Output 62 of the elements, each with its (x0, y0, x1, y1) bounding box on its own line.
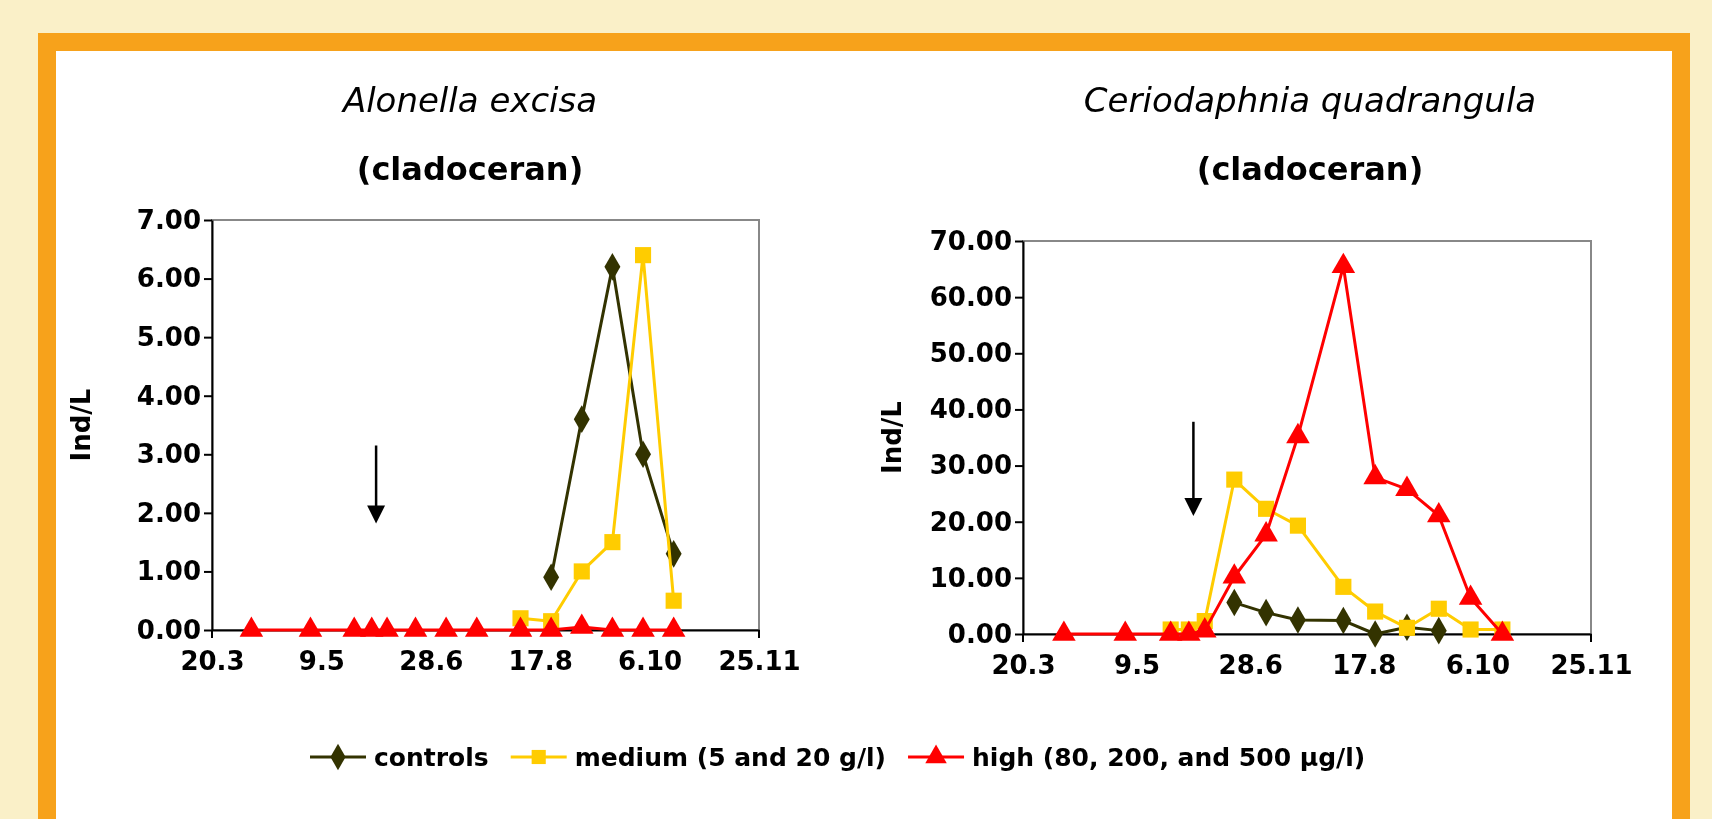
x-tick-label: 17.8 (508, 646, 573, 677)
y-tick-label: 30.00 (929, 450, 1012, 481)
point (661, 616, 686, 637)
point (570, 613, 594, 634)
point (1462, 621, 1479, 638)
point (634, 247, 652, 264)
point (434, 616, 458, 637)
y-tick-label: 4.00 (136, 380, 201, 411)
y-tick-label: 40.00 (929, 394, 1012, 425)
y-tick-label: 2.00 (136, 497, 201, 528)
x-tick-label: 28.6 (399, 646, 464, 677)
x-tick-label: 20.3 (180, 646, 245, 677)
point (1258, 500, 1275, 517)
legend-label: medium (5 and 20 g/l) (574, 743, 887, 772)
legend-label: high (80, 200, and 500 µg/l) (972, 743, 1366, 772)
x-tick-label: 17.8 (1332, 650, 1397, 681)
point (539, 616, 563, 637)
y-tick-label: 5.00 (136, 321, 201, 352)
y-tick-label: 0.00 (947, 618, 1012, 649)
y-axis-title: Ind/L (66, 388, 96, 462)
point (375, 616, 399, 637)
point (631, 616, 655, 637)
x-tick-label: 6.10 (1445, 650, 1510, 681)
point (298, 616, 323, 637)
point (1367, 603, 1384, 620)
chart-title: Ceriodaphnia quadrangula (1083, 80, 1537, 120)
point (1286, 422, 1310, 444)
x-tick-label: 9.5 (1114, 650, 1161, 681)
legend-label: controls (374, 743, 489, 772)
chart-subtitle: (cladoceran) (1196, 150, 1424, 188)
y-tick-label: 7.00 (136, 204, 201, 235)
point (1331, 252, 1356, 274)
point (1363, 463, 1387, 485)
x-tick-label: 9.5 (298, 646, 345, 677)
y-tick-label: 10.00 (929, 562, 1012, 593)
chart-title: Alonella excisa (340, 80, 598, 120)
point (1335, 578, 1352, 595)
y-tick-label: 0.00 (136, 614, 201, 645)
y-tick-label: 60.00 (929, 281, 1012, 312)
x-tick-label: 25.11 (718, 646, 801, 677)
point (1226, 471, 1243, 488)
x-tick-label: 28.6 (1218, 650, 1283, 681)
point (464, 616, 489, 637)
point (508, 616, 533, 637)
point (403, 616, 428, 637)
point (1398, 619, 1416, 636)
y-axis-title: Ind/L (877, 401, 907, 474)
y-tick-label: 50.00 (929, 338, 1012, 369)
point (239, 616, 264, 637)
point (1289, 517, 1306, 534)
y-tick-label: 6.00 (136, 263, 201, 294)
y-tick-label: 70.00 (929, 225, 1012, 256)
point (1430, 600, 1447, 617)
x-tick-label: 6.10 (618, 646, 683, 677)
point (342, 616, 366, 637)
x-tick-label: 20.3 (991, 650, 1056, 681)
y-tick-label: 1.00 (136, 556, 201, 587)
x-tick-label: 25.11 (1550, 650, 1633, 681)
y-tick-label: 3.00 (136, 439, 201, 470)
y-tick-label: 20.00 (929, 506, 1012, 537)
point (600, 616, 625, 637)
chart-subtitle: (cladoceran) (356, 150, 584, 188)
